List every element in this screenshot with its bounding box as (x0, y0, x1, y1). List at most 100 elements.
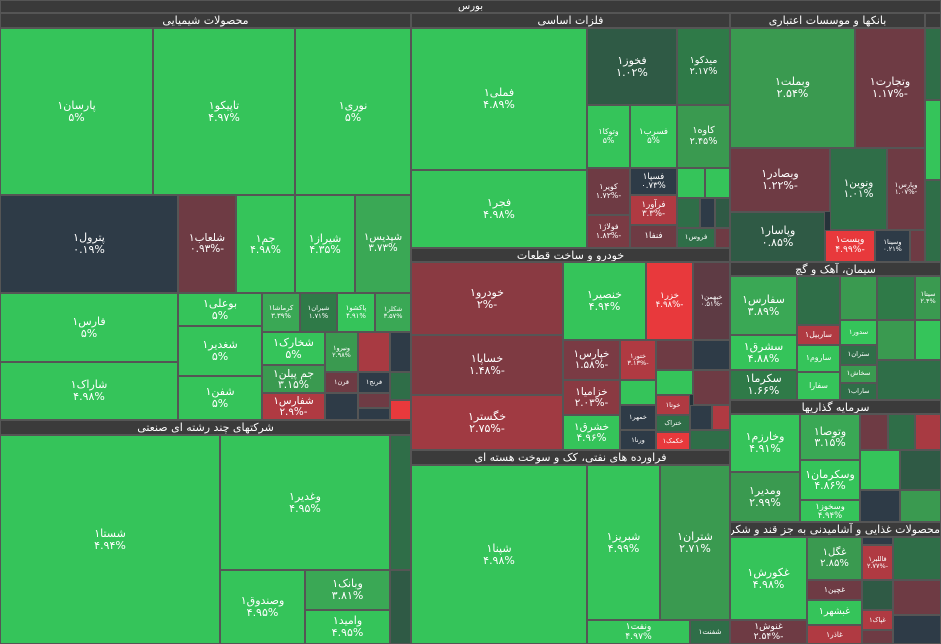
stock-tile[interactable]: شلعاب۱ -۰.۹۳% (178, 195, 236, 293)
stock-tile[interactable]: فملی۱ ۴.۸۹% (411, 28, 587, 170)
stock-tile[interactable]: وبصادر۱ -۱.۲۲% (730, 148, 830, 212)
stock-tile[interactable]: شکلر۱ ۳.۵۷% (375, 293, 411, 332)
stock-tile[interactable]: تاپیکو۱ ۴.۹۷% (153, 28, 295, 195)
stock-tile[interactable]: خساپا۱ -۱.۴۸% (411, 335, 563, 395)
stock-tile[interactable]: غچین۱ (807, 580, 862, 600)
stock-tile[interactable]: وتوصا۱ ۳.۱۵% (800, 414, 860, 460)
stock-tile[interactable]: قرن۱ (325, 372, 358, 393)
stock-name: شاراک۱ (70, 378, 108, 392)
stock-name: وبانک۱ (332, 577, 363, 591)
stock-tile[interactable]: شستا۱ ۴.۹۴% (0, 435, 220, 644)
stock-tile[interactable]: پترول۱ ۰.۱۹% (0, 195, 178, 293)
stock-tile[interactable]: فروس۱ (677, 228, 715, 248)
stock-tile[interactable]: وامید۱ ۴.۹۵% (305, 610, 390, 644)
stock-tile[interactable]: فسرب۱ ۵% (630, 105, 677, 168)
stock-tile[interactable]: ساروم۱ (797, 345, 840, 372)
stock-tile[interactable]: ونیرو۱ ۲.۹۸% (325, 332, 358, 372)
stock-tile[interactable]: خگستر۱ -۲.۷۵% (411, 395, 563, 450)
stock-tile[interactable]: غپاک۱ (862, 610, 893, 630)
stock-tile[interactable]: سفارا (797, 372, 840, 400)
stock-tile[interactable]: غاذر۱ (807, 625, 862, 644)
stock-tile[interactable]: ومدیر۱ ۲.۹۹% (730, 472, 800, 522)
stock-name: سفارس۱ (742, 292, 785, 306)
stock-tile[interactable]: ونوین۱ ۱.۰۱% (830, 148, 887, 230)
stock-tile[interactable]: خمهر۱ (620, 405, 656, 430)
stock-tile[interactable]: فخوز۱ ۱.۰۲% (587, 28, 677, 105)
stock-tile[interactable]: جم۱ ۴.۹۸% (236, 195, 295, 293)
stock-tile[interactable]: وپست۱ -۴.۹۹% (825, 230, 875, 262)
stock-tile[interactable]: میدکو۱ ۲.۱۷% (677, 28, 730, 105)
stock-tile[interactable]: ساراب۱ (840, 383, 877, 400)
stock-tile[interactable]: نوری۱ ۵% (295, 28, 411, 195)
stock-tile[interactable]: پارسان۱ ۵% (0, 28, 153, 195)
stock-tile[interactable]: خودرو۱ -۲% (411, 262, 563, 335)
stock-tile[interactable]: شبریز۱ ۴.۹۹% (587, 465, 660, 620)
stock-tile[interactable]: خپارس۱ -۱.۵۸% (563, 340, 620, 380)
stock-tile[interactable]: خکمک۱ (656, 432, 690, 450)
stock-tile[interactable]: وسکرمان۱ ۴.۸۶% (800, 460, 860, 500)
stock-tile[interactable]: قاللبر۱ -۲.۷۷% (862, 545, 893, 580)
stock-tile[interactable]: ونفت۱ ۴.۹۷% (587, 620, 690, 644)
stock-tile[interactable]: شاراک۱ ۴.۹۸% (0, 362, 178, 420)
stock-tile[interactable]: ختراک (656, 415, 690, 432)
stock-tile[interactable]: فرآور۱ -۳.۳% (630, 195, 677, 225)
stock-tile[interactable]: غبشهر۱ (807, 600, 862, 625)
stock-tile[interactable]: غکورش۱ ۴.۹۸% (730, 537, 807, 620)
stock-tile[interactable]: ختور۱ -۳.۱۳% (620, 340, 656, 380)
stock-tile[interactable]: کویر۱ -۱.۷۲% (587, 168, 630, 215)
stock-tile[interactable]: وتجارت۱ -۱.۱۷% (855, 28, 925, 148)
stock-tile[interactable]: خوتا۱ (656, 395, 690, 415)
stock-tile[interactable]: سدور۱ (840, 320, 877, 345)
stock-change: -۲.۷۷% (866, 561, 889, 570)
stock-tile[interactable]: وبملت۱ ۲.۵۴% (730, 28, 855, 148)
stock-tile[interactable]: خبهمن۱ -۰.۵۱% (693, 262, 730, 340)
stock-tile[interactable]: ستران۱ (840, 345, 877, 365)
stock-tile[interactable]: شپنا۱ ۴.۹۸% (411, 465, 587, 644)
stock-tile[interactable]: پاکشو۱ ۴.۹۱% (337, 293, 375, 332)
stock-tile[interactable]: وبانک۱ ۳.۸۱% (305, 570, 390, 610)
stock-tile[interactable]: فارس۱ ۵% (0, 293, 178, 362)
stock-tile[interactable]: خزر۱ -۴.۹۸% (646, 262, 693, 340)
stock-tile[interactable]: فنفا۱ (630, 225, 677, 248)
stock-tile[interactable]: شغدیر۱ ۵% (178, 326, 262, 376)
stock-tile[interactable]: فجر۱ ۴.۹۸% (411, 170, 587, 248)
stock-name: وتجارت۱ (869, 75, 911, 89)
stock-tile[interactable]: شفن۱ ۵% (178, 376, 262, 420)
stock-tile[interactable]: سفارس۱ ۳.۸۹% (730, 276, 797, 335)
stock-tile[interactable]: جم پیلن۱ ۳.۱۵% (262, 365, 325, 393)
stock-tile[interactable]: شفنت۱ (690, 620, 730, 644)
stock-tile[interactable]: وغدیر۱ ۴.۹۵% (220, 435, 390, 570)
stock-tile[interactable]: شیراز۱ ۴.۳۵% (295, 195, 355, 293)
stock-tile[interactable]: وتوکا۱ ۵% (587, 105, 630, 168)
stock-tile[interactable]: شیران۱ ۱.۷۱% (300, 293, 337, 332)
stock-tile[interactable]: سیتا۱ ۲.۴% (915, 276, 941, 320)
stock-tile[interactable]: خشرق۱ ۴.۹۶% (563, 415, 620, 450)
stock-tile[interactable]: بوعلی۱ ۵% (178, 293, 262, 326)
stock-tile[interactable]: ورنا۱ (620, 430, 656, 450)
stock-tile[interactable]: غنوش۱ -۲.۵۴% (730, 620, 807, 644)
stock-tile[interactable]: خنصیر۱ ۴.۹۴% (563, 262, 646, 340)
stock-tile[interactable]: وپاسار۱ ۰.۸۵% (730, 212, 825, 262)
stock-tile[interactable]: فولاژ۱ -۱.۸۳% (587, 215, 630, 248)
stock-tile[interactable]: سشرق۱ ۴.۸۸% (730, 335, 797, 370)
stock-tile[interactable]: وصندوق۱ ۴.۹۵% (220, 570, 305, 644)
stock-tile[interactable]: سکرما۱ ۱.۶۶% (730, 370, 797, 400)
stock-tile[interactable]: وخارزم۱ ۴.۹۱% (730, 414, 800, 472)
tile (877, 360, 941, 400)
stock-tile[interactable]: وسینا۱ ۰.۲۱% (875, 230, 910, 262)
stock-tile[interactable]: شفارس۱ -۲.۹% (262, 393, 325, 420)
stock-tile[interactable]: کرماشا۱ ۳.۳۹% (262, 293, 300, 332)
stock-tile[interactable]: خزامیا۱ -۲.۰۳% (563, 380, 620, 415)
tile (715, 198, 730, 228)
stock-tile[interactable]: شخارک۱ ۵% (262, 332, 325, 365)
stock-tile[interactable]: شپدیس۱ ۳.۷۳% (355, 195, 411, 293)
stock-tile[interactable]: فرنج۱ (358, 372, 390, 393)
stock-tile[interactable]: غگل۱ ۲.۸۵% (807, 537, 862, 580)
stock-tile[interactable]: سخاش۱ (840, 365, 877, 383)
stock-tile[interactable]: ساربیل۱ (797, 325, 840, 345)
stock-tile[interactable]: وسخوز۱ ۴.۹۴% (800, 500, 860, 522)
stock-tile[interactable]: فسپا۱ ۰.۷۳% (630, 168, 677, 195)
stock-tile[interactable]: وپارس۱ -۱.۰۷% (887, 148, 925, 230)
stock-tile[interactable]: کاوه۱ ۲.۴۵% (677, 105, 730, 168)
stock-tile[interactable]: شتران۱ ۲.۷۱% (660, 465, 730, 620)
